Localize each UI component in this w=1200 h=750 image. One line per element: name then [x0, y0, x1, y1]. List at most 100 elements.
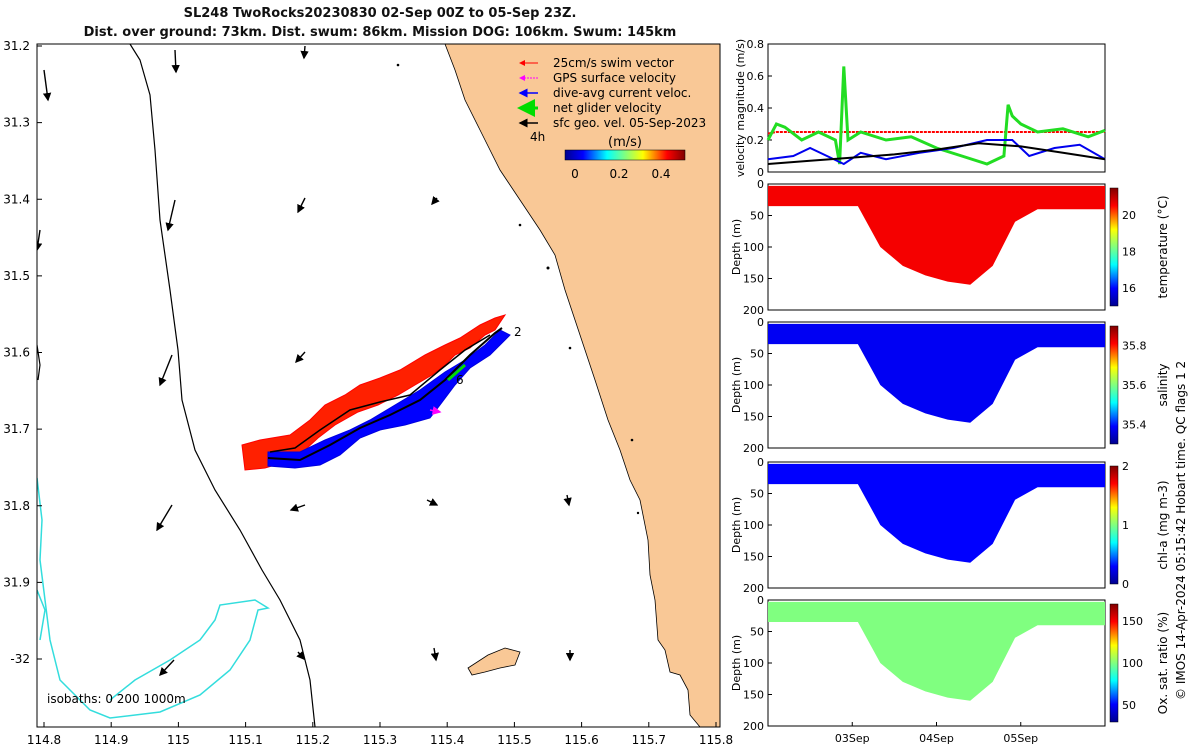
velocity-y-label: velocity magnitude (m/s) [734, 39, 747, 177]
map-colorbar-tick-1: 0.2 [609, 167, 628, 181]
section-colorbar-tick: 18 [1122, 246, 1136, 259]
map-colorbar-tick-0: 0 [571, 167, 579, 181]
section-colorbar-tick: 35.4 [1122, 418, 1147, 431]
velocity-y-tick-label: 0.2 [747, 134, 765, 147]
section-colorbar [1109, 325, 1119, 445]
map-x-tick-label: 115.5 [497, 733, 531, 747]
section-fill [768, 463, 1105, 563]
dive-avg-current-band [267, 329, 511, 469]
legend-units: (m/s) [608, 135, 642, 150]
glider-track-return [269, 334, 491, 453]
map-x-tick-label: 115.7 [632, 733, 666, 747]
section-colorbar-tick: 20 [1122, 209, 1136, 222]
island [467, 647, 521, 676]
section-y-tick-label: 200 [743, 442, 764, 455]
section-colorbar-tick: 16 [1122, 282, 1136, 295]
isobath-1000m-cyan-edge [37, 589, 46, 641]
map-x-tick-label: 114.8 [27, 733, 61, 747]
map-colorbar [564, 149, 686, 161]
map-x-tick-label: 115.6 [564, 733, 598, 747]
legend-label-dive-avg: dive-avg current veloc. [553, 86, 691, 100]
section-y-label: Depth (m) [730, 219, 743, 275]
gps-surface-velocity-marker [429, 406, 442, 415]
isobath-200m [129, 44, 316, 727]
section-y-tick-label: 200 [743, 720, 764, 733]
section-x-tick-label: 04Sep [919, 732, 954, 745]
section-y-tick-label: 100 [743, 657, 764, 670]
legend-label-swim: 25cm/s swim vector [553, 56, 674, 70]
velocity-y-tick-label: 0 [757, 166, 764, 179]
map-y-tick-label: 31.4 [3, 192, 30, 206]
velocity-series-line-0 [767, 131, 1105, 135]
section-y-tick-label: 0 [757, 456, 764, 469]
map-y-axis: 31.2 31.3 31.4 31.5 31.6 31.7 31.8 31.9 -32 [3, 39, 42, 666]
section-x-tick-label: 03Sep [835, 732, 870, 745]
velocity-y-tick-label: 0.4 [747, 102, 765, 115]
map-x-tick-label: 114.9 [94, 733, 128, 747]
land-area [444, 44, 720, 727]
section-y-tick-label: 150 [743, 551, 764, 564]
map-y-tick-label: 31.3 [3, 116, 30, 130]
map-y-tick-label: 31.6 [3, 346, 30, 360]
section-colorbar-label: Ox. sat. ratio (%) [1156, 612, 1170, 714]
section-y-tick-label: 50 [750, 348, 764, 361]
section-panel-2: 0 50 100 150 200 Depth (m) 2 1 0 chl-a (mg m-3) [730, 456, 1170, 595]
velocity-y-tick-label: 0.8 [747, 38, 765, 51]
legend-label-net: net glider velocity [553, 101, 661, 115]
map-y-tick-label: 31.2 [3, 39, 30, 53]
section-y-tick-label: 0 [757, 178, 764, 191]
section-colorbar [1109, 465, 1119, 585]
map-x-axis: 114.8 114.9 115 115.1 115.2 115.3 115.4 115.5 11… [27, 722, 733, 747]
section-y-tick-label: 150 [743, 689, 764, 702]
section-y-tick-label: 100 [743, 519, 764, 532]
section-colorbar-tick: 50 [1122, 699, 1136, 712]
section-panel-0: 0 50 100 150 200 Depth (m) 20 18 16 temperature (… [730, 178, 1170, 317]
map-y-tick-label: 31.9 [3, 575, 30, 589]
velocity-series-line-1 [766, 66, 1106, 166]
section-fill [768, 185, 1105, 285]
section-y-label: Depth (m) [730, 635, 743, 691]
section-colorbar-tick: 1 [1122, 519, 1129, 532]
section-y-tick-label: 200 [743, 582, 764, 595]
section-y-tick-label: 100 [743, 241, 764, 254]
section-colorbar-tick: 100 [1122, 657, 1143, 670]
section-colorbar-tick: 150 [1122, 615, 1143, 628]
velocity-series-line-3 [767, 142, 1106, 165]
glider-track [267, 327, 503, 462]
map-y-tick-label: 31.8 [3, 499, 30, 513]
section-y-tick-label: 50 [750, 210, 764, 223]
section-colorbar [1109, 603, 1119, 723]
legend-label-sfc-geo: sfc geo. vel. 05-Sep-2023 [553, 116, 706, 130]
map-x-tick-label: 115 [167, 733, 190, 747]
section-y-tick-label: 0 [757, 316, 764, 329]
plot-title-line1: SL248 TwoRocks20230830 02-Sep 00Z to 05-… [183, 6, 577, 21]
section-colorbar-label: temperature (°C) [1156, 196, 1170, 299]
section-y-tick-label: 100 [743, 379, 764, 392]
map-panel: 2 6 114.8 114.9 115 115.1 115.2 115.3 115.4 115… [3, 39, 733, 747]
section-y-tick-label: 50 [750, 488, 764, 501]
section-colorbar-label: salinity [1156, 363, 1170, 406]
section-y-label: Depth (m) [730, 497, 743, 553]
section-y-label: Depth (m) [730, 357, 743, 413]
isobaths-label: isobaths: 0 200 1000m [47, 692, 186, 706]
section-colorbar-tick: 35.6 [1122, 379, 1147, 392]
swim-vector-cloud [241, 314, 507, 471]
legend-label-gps: GPS surface velocity [553, 71, 676, 85]
section-y-tick-label: 50 [750, 626, 764, 639]
section-colorbar [1109, 187, 1119, 307]
section-fill [768, 601, 1105, 701]
legend-time-label: 4h [530, 130, 545, 144]
map-x-tick-label: 115.4 [430, 733, 464, 747]
geostrophic-vectors [37, 45, 575, 677]
map-colorbar-tick-2: 0.4 [651, 167, 670, 181]
section-fill [768, 323, 1105, 423]
map-x-tick-label: 115.2 [296, 733, 330, 747]
section-colorbar-tick: 2 [1122, 460, 1129, 473]
small-islets [396, 63, 640, 515]
section-y-tick-label: 200 [743, 304, 764, 317]
section-y-tick-label: 150 [743, 273, 764, 286]
section-colorbar-tick: 35.8 [1122, 340, 1147, 353]
